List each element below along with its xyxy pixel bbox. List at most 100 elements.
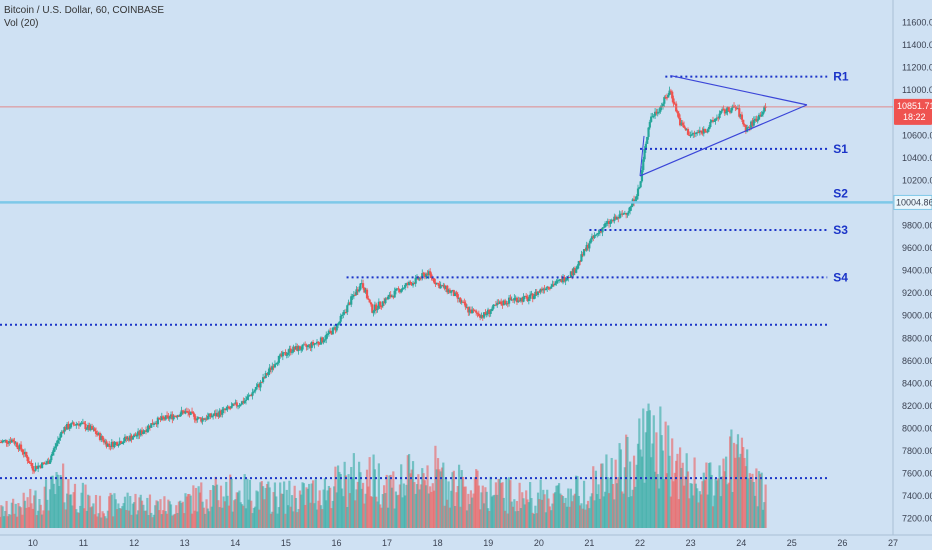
volume-bar — [586, 500, 590, 528]
volume-bar — [434, 445, 437, 528]
candle-body — [750, 121, 753, 128]
volume-bar — [652, 415, 655, 528]
volume-bar — [25, 507, 28, 528]
volume-bar — [277, 507, 280, 528]
candle-body — [584, 249, 587, 251]
volume-bar — [731, 491, 734, 528]
candle-body — [673, 103, 676, 105]
volume-bar — [643, 482, 646, 528]
candle-body — [542, 288, 545, 291]
candle-body — [586, 244, 590, 249]
volume-bar — [494, 482, 498, 528]
volume-bar — [19, 507, 23, 528]
volume-bar — [234, 499, 237, 528]
volume-bar — [688, 498, 691, 528]
volume-bar — [79, 505, 82, 528]
candle-body — [135, 435, 138, 437]
volume-bar — [12, 498, 15, 528]
candle-body — [188, 412, 191, 415]
volume-bar — [405, 484, 408, 528]
candle-body — [339, 315, 342, 322]
volume-bar — [85, 510, 88, 528]
volume-bar — [746, 449, 749, 528]
candle-body — [597, 232, 600, 234]
y-tick-label: 8200.00 — [902, 401, 932, 411]
candle-body — [465, 307, 469, 309]
volume-bar — [436, 458, 440, 528]
candle-body — [256, 384, 259, 387]
candle-body — [527, 298, 530, 301]
candle-body — [192, 412, 195, 415]
y-tick-label: 10600.00 — [902, 130, 932, 140]
volume-bar — [742, 447, 745, 528]
candle-body — [556, 280, 559, 282]
candle-body — [748, 127, 751, 129]
volume-bar — [481, 485, 484, 528]
candle-body — [50, 455, 53, 461]
volume-bar — [339, 473, 342, 528]
y-tick-label: 8600.00 — [902, 356, 932, 366]
volume-bar — [569, 488, 573, 528]
volume-bar — [218, 507, 221, 528]
candle-body — [447, 289, 450, 293]
candle-body — [160, 416, 163, 420]
volume-bar — [406, 455, 409, 528]
candle-body — [522, 296, 525, 302]
candle-body — [492, 304, 495, 309]
candle-body — [81, 422, 84, 424]
candle-body — [37, 465, 40, 469]
volume-bar — [747, 478, 750, 528]
volume-bar — [594, 470, 598, 528]
indicator-label[interactable]: Vol (20) — [4, 18, 39, 29]
candle-body — [718, 113, 721, 118]
volume-bar — [585, 504, 588, 528]
candle-body — [496, 302, 499, 306]
volume-bar — [392, 471, 395, 528]
candle-body — [167, 415, 170, 419]
volume-bar — [129, 496, 132, 528]
candle-body — [48, 460, 52, 464]
candle-body — [55, 443, 58, 447]
volume-bar — [322, 489, 325, 528]
volume-bar — [298, 490, 302, 528]
candle-body — [646, 136, 649, 144]
candle-body — [434, 282, 437, 285]
candle-body — [555, 280, 558, 284]
candle-body — [31, 466, 34, 471]
candle-body — [498, 301, 501, 304]
candle-body — [72, 422, 75, 425]
candle-body — [137, 431, 140, 436]
volume-bar — [757, 471, 761, 528]
candle-body — [293, 346, 296, 350]
candle-body — [114, 442, 117, 444]
candle-body — [538, 291, 541, 293]
volume-bar — [90, 506, 94, 528]
candle-body — [151, 423, 154, 425]
volume-bar — [181, 501, 184, 528]
volume-bar — [240, 504, 244, 528]
volume-bar — [247, 499, 250, 528]
x-tick-label: 20 — [534, 538, 544, 548]
volume-bar — [719, 496, 722, 528]
y-tick-label: 8000.00 — [902, 424, 932, 434]
volume-bar — [158, 510, 161, 528]
candle-body — [129, 435, 132, 441]
candle-body — [638, 187, 641, 189]
candle-body — [71, 422, 74, 424]
volume-bar — [263, 499, 266, 528]
volume-bar — [454, 506, 457, 528]
volume-bar — [421, 468, 424, 528]
candle-body — [147, 425, 150, 430]
volume-bar — [159, 499, 162, 528]
volume-bar — [358, 461, 361, 528]
x-tick-label: 10 — [28, 538, 38, 548]
candle-body — [559, 279, 562, 281]
candle-body — [671, 91, 674, 99]
volume-bar — [122, 503, 125, 528]
volume-bar — [313, 503, 316, 528]
volume-bar — [347, 474, 350, 528]
candle-body — [213, 413, 216, 416]
candle-body — [176, 415, 179, 418]
symbol-title[interactable]: Bitcoin / U.S. Dollar, 60, COINBASE — [4, 5, 165, 16]
